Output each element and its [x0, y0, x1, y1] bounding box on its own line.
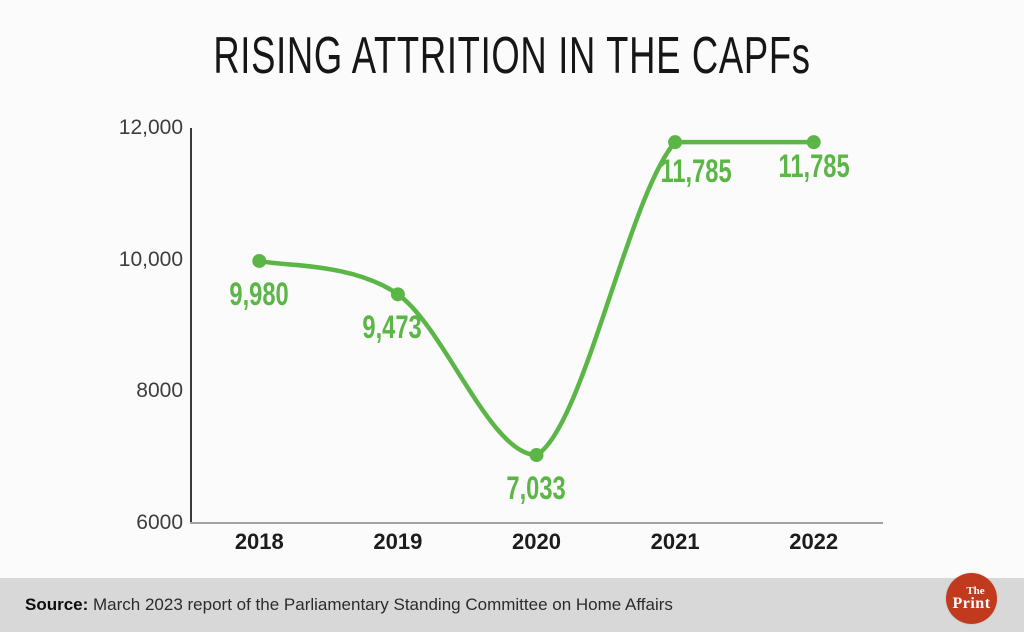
x-tick-label: 2022 — [789, 529, 839, 554]
data-point-label-text: 11,785 — [778, 148, 850, 185]
y-tick-label: 10,000 — [118, 247, 183, 271]
x-tick-label: 2021 — [650, 529, 700, 554]
data-point — [390, 287, 405, 302]
theprint-logo-print: Print — [952, 594, 991, 612]
x-tick-label: 2019 — [373, 529, 423, 554]
data-point-label: 9,980 — [189, 278, 329, 310]
data-point-label: 11,785 — [626, 155, 766, 187]
data-point — [252, 253, 267, 268]
x-axis-line — [190, 522, 883, 524]
data-point-label-text: 11,785 — [660, 153, 732, 190]
y-tick-label: 12,000 — [118, 116, 183, 139]
data-point-label: 7,033 — [467, 472, 607, 504]
y-axis-line — [190, 128, 192, 523]
x-tick-label: 2018 — [234, 529, 284, 554]
source-prefix: Source: — [25, 595, 89, 614]
x-tick-label: 2020 — [512, 529, 561, 554]
source-text: Source: March 2023 report of the Parliam… — [25, 595, 673, 615]
data-point-label-text: 9,473 — [362, 309, 422, 346]
theprint-logo-the: The — [966, 584, 985, 597]
data-point-label: 11,785 — [744, 150, 884, 182]
source-body: March 2023 report of the Parliamentary S… — [88, 595, 673, 614]
data-point-label: 9,473 — [322, 311, 462, 343]
chart-title: RISING ATTRITION IN THE CAPFs — [213, 27, 811, 85]
source-bar: Source: March 2023 report of the Parliam… — [0, 578, 1024, 632]
data-point — [806, 135, 821, 150]
data-point-label-text: 7,033 — [506, 469, 567, 506]
theprint-logo: The Print — [946, 573, 997, 624]
data-point-label-text: 9,980 — [229, 275, 289, 312]
y-tick-label: 8000 — [136, 379, 183, 403]
y-tick-label: 6000 — [136, 511, 183, 534]
data-point — [529, 447, 544, 462]
data-point — [668, 135, 683, 150]
